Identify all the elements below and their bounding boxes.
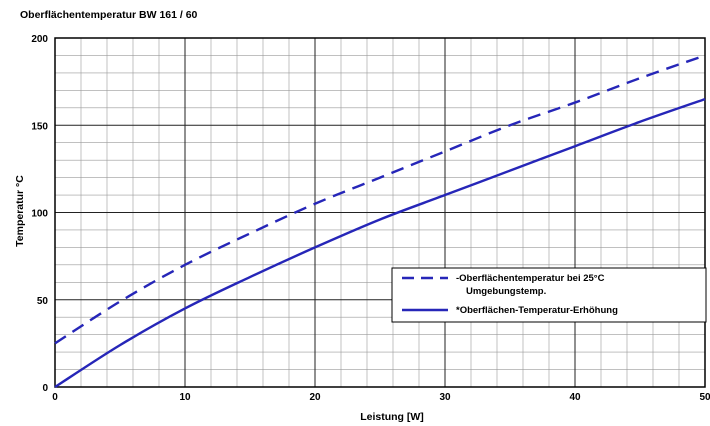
legend-label-dashed: -Oberflächentemperatur bei 25°C — [456, 273, 605, 284]
x-tick-label: 30 — [439, 392, 451, 403]
y-tick-labels: 0 50 100 150 200 — [31, 34, 48, 394]
y-tick-label: 100 — [31, 209, 48, 220]
x-tick-label: 10 — [179, 392, 191, 403]
y-tick-label: 150 — [31, 121, 48, 132]
y-tick-label: 200 — [31, 34, 48, 45]
y-tick-label: 50 — [37, 296, 49, 307]
x-tick-label: 20 — [309, 392, 321, 403]
plot-frame — [54, 37, 706, 388]
series-layer — [54, 54, 706, 389]
x-axis-label: Leistung [W] — [360, 411, 424, 423]
legend-label-dashed-line2: Umgebungstemp. — [466, 286, 546, 297]
x-tick-labels: 0 10 20 30 40 50 — [52, 392, 710, 403]
legend: -Oberflächentemperatur bei 25°C Umgebung… — [391, 267, 707, 323]
x-tick-label: 0 — [52, 392, 58, 403]
series-line-solid — [54, 97, 706, 389]
y-tick-label: 0 — [42, 383, 48, 394]
chart-title: Oberflächentemperatur BW 161 / 60 — [20, 9, 198, 21]
series-line-dashed — [54, 54, 706, 345]
y-axis-label: Temperatur °C — [14, 175, 26, 247]
x-tick-label: 50 — [699, 392, 710, 403]
legend-label-solid: *Oberflächen-Temperatur-Erhöhung — [456, 305, 618, 316]
x-tick-label: 40 — [569, 392, 581, 403]
